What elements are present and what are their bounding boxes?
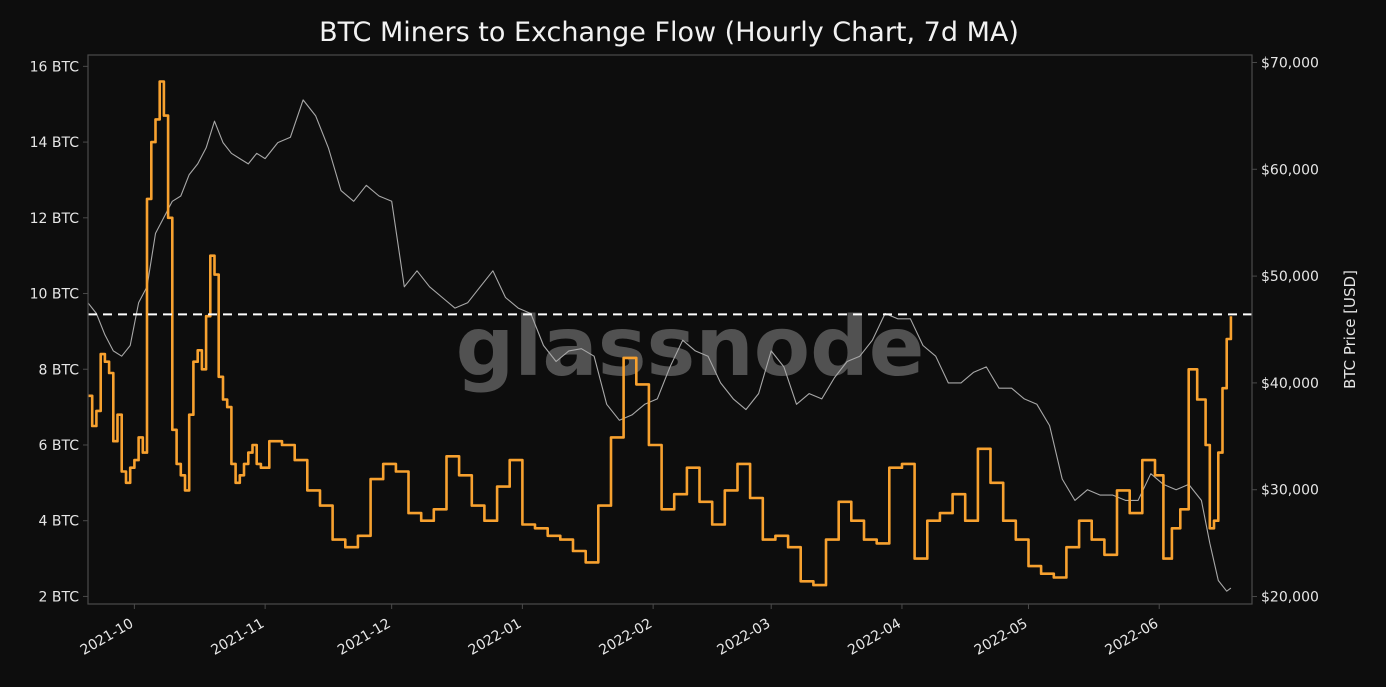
axis-label-layer: BTC Price [USD] xyxy=(1341,270,1359,389)
y-axis-right-label: BTC Price [USD] xyxy=(1341,270,1359,389)
watermark: glassnode xyxy=(456,300,925,395)
y-right-tick-label: $20,000 xyxy=(1261,590,1319,606)
y-left-tick-label: 10 BTC xyxy=(30,287,80,303)
y-left-tick-label: 16 BTC xyxy=(30,59,80,75)
y-right-tick-label: $50,000 xyxy=(1261,269,1319,285)
y-left-tick-label: 2 BTC xyxy=(39,589,80,605)
y-right-tick-label: $30,000 xyxy=(1261,483,1319,499)
y-right-tick-label: $70,000 xyxy=(1261,55,1319,71)
flow-series-layer xyxy=(87,80,1233,587)
y-left-tick-label: 4 BTC xyxy=(39,514,80,530)
y-left-tick-label: 12 BTC xyxy=(30,211,80,227)
price-series-line xyxy=(87,99,1232,592)
y-left-tick-label: 6 BTC xyxy=(39,438,80,454)
price-series-layer xyxy=(87,99,1232,592)
plot-frame xyxy=(87,54,1253,605)
chart-title: BTC Miners to Exchange Flow (Hourly Char… xyxy=(319,17,1019,48)
y-left-tick-label: 14 BTC xyxy=(30,135,80,151)
y-right-tick-label: $40,000 xyxy=(1261,376,1319,392)
y-right-tick-label: $60,000 xyxy=(1261,162,1319,178)
y-left-tick-label: 8 BTC xyxy=(39,362,80,378)
